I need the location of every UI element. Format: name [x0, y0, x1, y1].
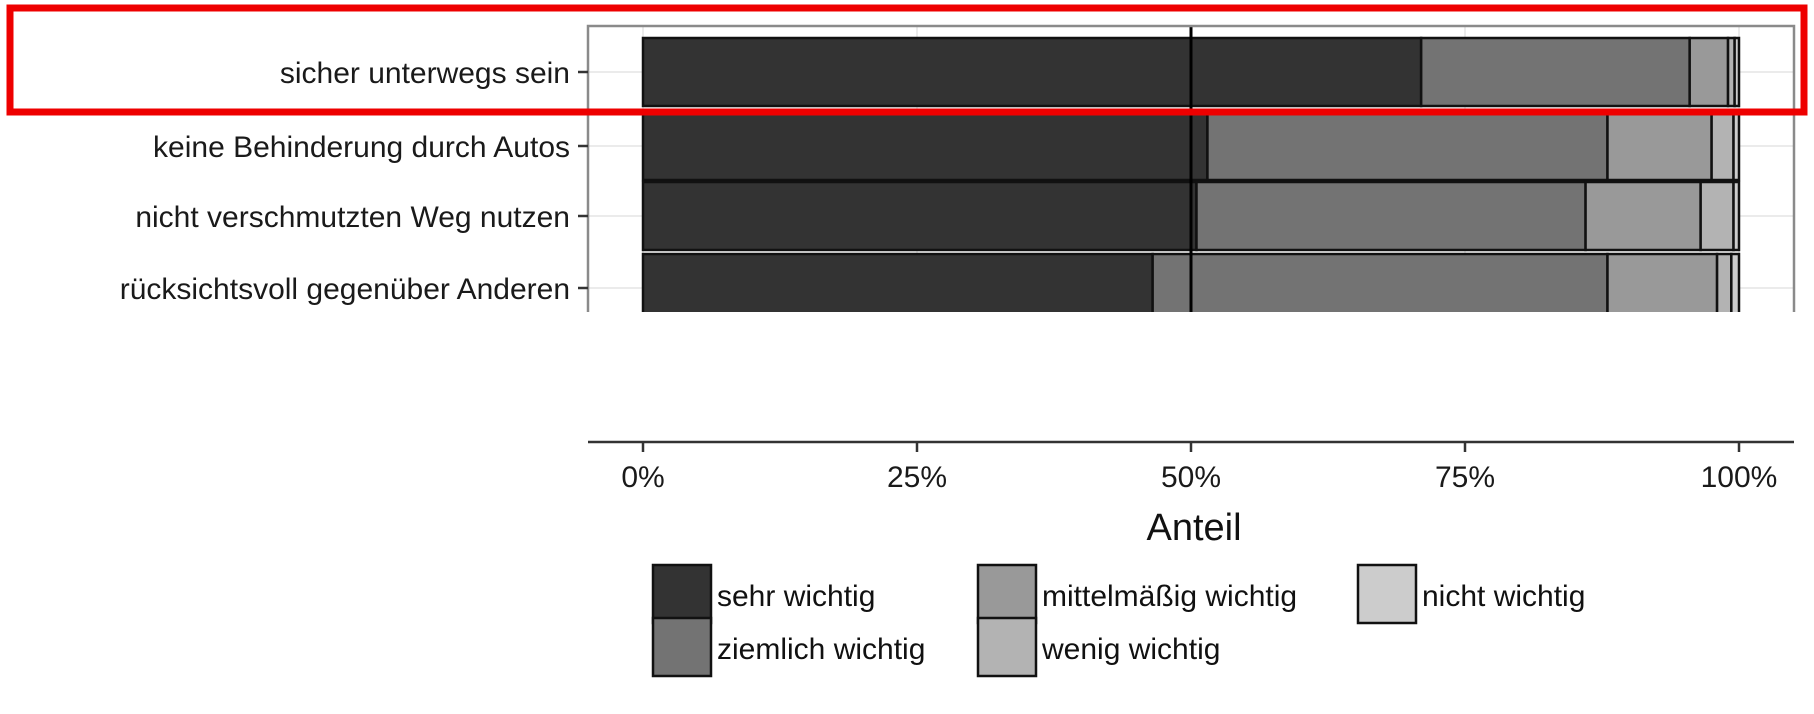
legend-key — [651, 616, 713, 678]
legend-key — [651, 563, 713, 625]
legend-label: sehr wichtig — [717, 580, 875, 613]
bar-segment — [1606, 252, 1719, 324]
x-tick-label: 25% — [887, 461, 947, 494]
legend: sehr wichtig ziemlich wichtig mittelmäßig … — [651, 563, 1585, 678]
bar-segment — [1419, 36, 1691, 108]
bar-segment — [1710, 110, 1735, 182]
bar-segment — [641, 252, 1154, 324]
legend-key — [976, 616, 1038, 678]
legend-label: ziemlich wichtig — [717, 633, 925, 666]
x-tick-label: 100% — [1701, 461, 1778, 494]
bar-segment — [1730, 252, 1741, 324]
category-labels: sicher unterwegs sein keine Behinderung d… — [120, 57, 588, 306]
category-label: rücksichtsvoll gegenüber Anderen — [120, 273, 570, 306]
bar-segment — [641, 180, 1198, 252]
panel-mask — [586, 312, 1798, 440]
bar-segment — [1699, 180, 1735, 252]
x-axis: 0% 25% 50% 75% 100% — [588, 440, 1794, 494]
x-tick-label: 75% — [1435, 461, 1495, 494]
legend-label: nicht wichtig — [1422, 580, 1585, 613]
bar-segment — [641, 36, 1423, 108]
x-axis-title: Anteil — [1146, 507, 1241, 549]
category-label: keine Behinderung durch Autos — [153, 131, 570, 164]
bar-segment — [1206, 110, 1609, 182]
bar-segment — [1732, 180, 1741, 252]
bar-segment — [1151, 252, 1609, 324]
bar-segment — [1195, 180, 1587, 252]
legend-key — [1356, 563, 1418, 625]
panel-frame — [586, 24, 1798, 440]
bar-segment — [1606, 110, 1713, 182]
highlight-box — [6, 4, 1808, 116]
bar-segment — [641, 110, 1209, 182]
bar-segment — [1688, 36, 1730, 108]
panel-border — [586, 24, 1796, 312]
legend-label: wenig wichtig — [1041, 633, 1220, 666]
highlight-box-group — [6, 4, 1808, 116]
bar-segment — [1732, 110, 1741, 182]
bar-segment — [1715, 252, 1733, 324]
legend-key — [976, 563, 1038, 625]
legend-label: mittelmäßig wichtig — [1042, 580, 1297, 613]
category-label: sicher unterwegs sein — [280, 57, 570, 90]
bar-segment — [1584, 180, 1702, 252]
bar-segment — [1733, 36, 1741, 108]
x-tick-label: 50% — [1161, 461, 1221, 494]
x-tick-label: 0% — [621, 461, 664, 494]
bars — [641, 36, 1741, 324]
category-label: nicht verschmutzten Weg nutzen — [135, 201, 570, 234]
